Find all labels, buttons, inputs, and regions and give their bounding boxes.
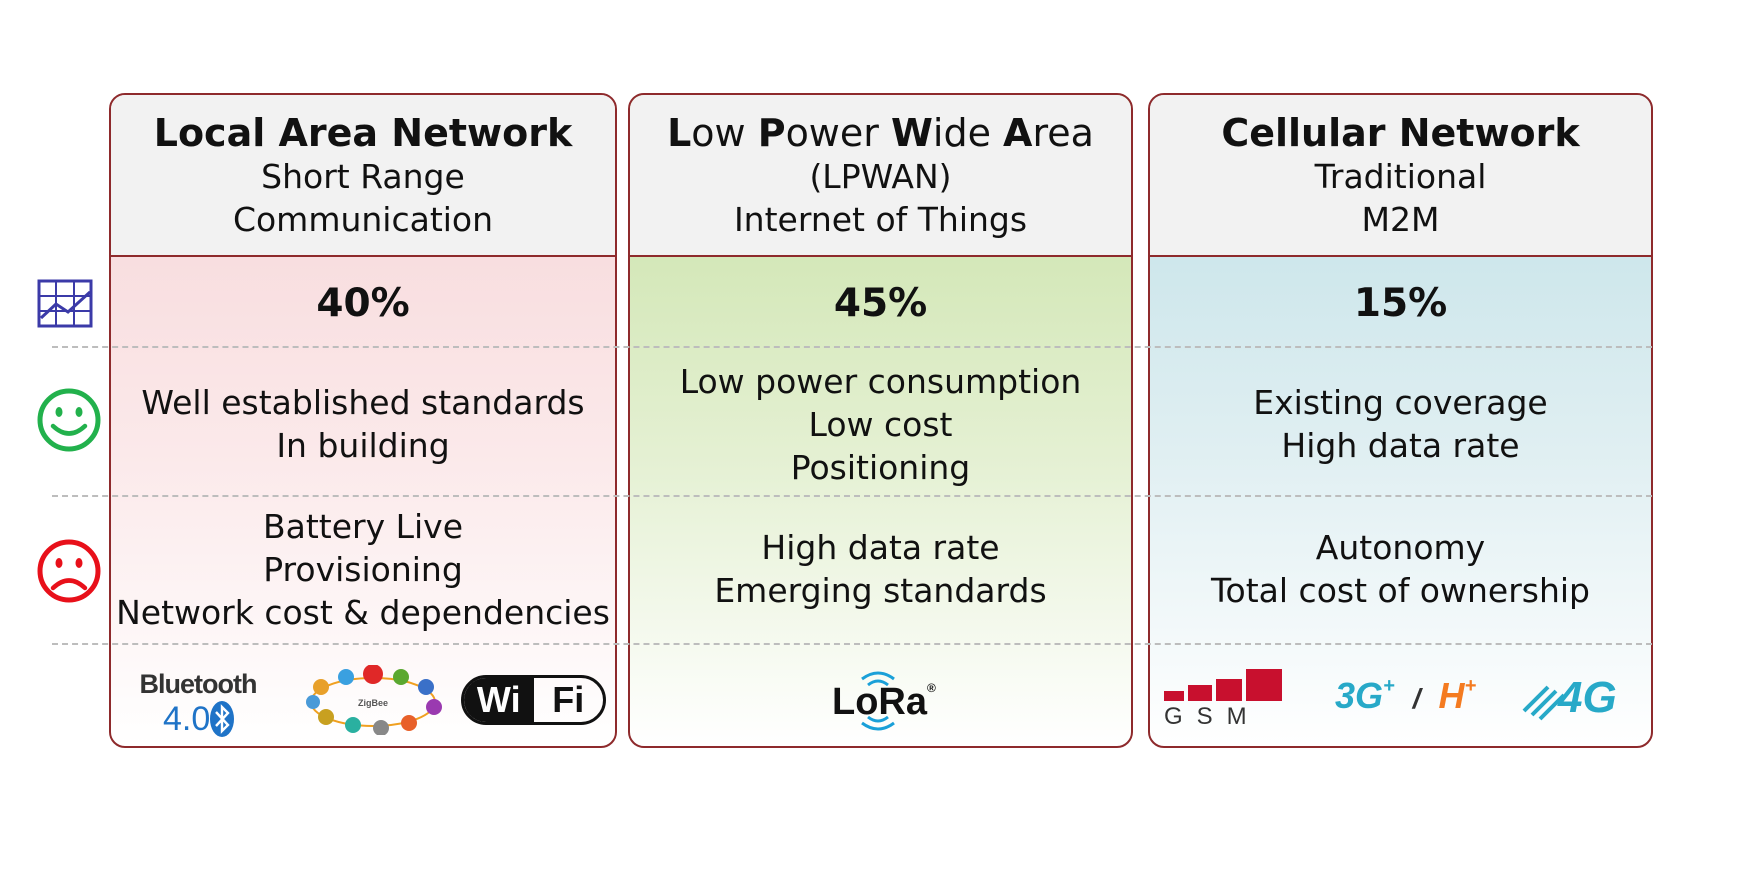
4g-logo: 4G xyxy=(1520,671,1630,727)
pros-list: Existing coverage High data rate xyxy=(1150,381,1651,467)
pros-item: Well established standards xyxy=(141,383,585,422)
bluetooth-logo: Bluetooth 4.0 xyxy=(123,669,273,738)
cons-list: High data rate Emerging standards xyxy=(630,526,1131,612)
logo-row: Bluetooth 4.0 xyxy=(111,664,615,745)
lora-wave-icon xyxy=(861,671,895,731)
bluetooth-version: 4.0 xyxy=(163,700,211,738)
panel-subtitle-line: Traditional xyxy=(1314,157,1487,196)
panel-subtitle-line: M2M xyxy=(1361,200,1440,239)
market-share-value: 45% xyxy=(833,281,928,326)
logo-row: LoRa® xyxy=(630,665,1131,745)
panel-cellular-network: Cellular Network Traditional M2M 15% Exi… xyxy=(1148,93,1653,748)
panel-title: Cellular Network xyxy=(1221,111,1580,155)
pros-item: In building xyxy=(276,426,450,465)
row-divider xyxy=(52,495,1652,497)
3g-word: 3G xyxy=(1335,675,1384,716)
h-word: H xyxy=(1438,675,1465,716)
market-share-value: 40% xyxy=(316,281,410,326)
bluetooth-rune-icon xyxy=(210,701,234,737)
zigbee-word: ZigBee xyxy=(358,698,388,708)
pros-item: Low cost xyxy=(808,405,953,444)
panel-header: Cellular Network Traditional M2M xyxy=(1150,95,1651,257)
panel-header: Local Area Network Short Range Communica… xyxy=(111,95,615,257)
bluetooth-word: Bluetooth xyxy=(139,669,258,699)
cons-item: Battery Live xyxy=(262,507,463,546)
cons-item: High data rate xyxy=(761,528,1000,567)
panel-title: Local Area Network xyxy=(153,111,573,155)
3g-h-logo: 3G+ / H+ xyxy=(1335,675,1477,716)
pros-item: High data rate xyxy=(1281,426,1520,465)
frowny-icon xyxy=(36,538,102,608)
pros-list: Well established standards In building xyxy=(111,381,615,467)
cons-list: Autonomy Total cost of ownership xyxy=(1150,526,1651,612)
lora-logo: LoRa® xyxy=(820,665,950,745)
row-divider xyxy=(52,346,1652,348)
panel-subtitle-line: Communication xyxy=(232,200,494,239)
chart-grid-icon xyxy=(36,278,96,336)
smiley-icon xyxy=(36,387,102,457)
cons-item: Emerging standards xyxy=(714,571,1047,610)
4g-speed-lines-icon xyxy=(1522,685,1566,721)
panel-subtitle-line: Internet of Things xyxy=(733,200,1028,239)
pros-item: Low power consumption xyxy=(679,362,1082,401)
pros-item: Positioning xyxy=(790,448,971,487)
cons-item: Autonomy xyxy=(1315,528,1486,567)
cons-item: Network cost & dependencies xyxy=(116,593,610,632)
wifi-logo: Wi Fi xyxy=(461,675,606,725)
panel-subtitle-line: (LPWAN) xyxy=(809,157,952,196)
panel-lpwan: Low Power Wide Area (LPWAN) Internet of … xyxy=(628,93,1133,748)
zigbee-logo: ZigBee xyxy=(301,664,446,739)
logo-row: GSM 3G+ / H+ 4G xyxy=(1150,665,1651,745)
lora-mark: ® xyxy=(927,681,936,695)
market-share-value: 15% xyxy=(1353,281,1448,326)
wifi-right: Fi xyxy=(552,679,585,720)
cons-list: Battery Live Provisioning Network cost &… xyxy=(111,505,615,634)
gsm-logo: GSM xyxy=(1162,669,1302,731)
panel-subtitle-line: Short Range xyxy=(261,157,465,196)
panel-local-area-network: Local Area Network Short Range Communica… xyxy=(109,93,617,748)
gsm-word: GSM xyxy=(1164,703,1261,730)
lora-word: LoRa xyxy=(832,681,927,723)
pros-item: Existing coverage xyxy=(1253,383,1548,422)
slash: / xyxy=(1412,683,1421,714)
cons-item: Provisioning xyxy=(263,550,463,589)
row-divider xyxy=(52,643,1652,645)
gsm-bars-icon xyxy=(1164,669,1282,701)
panel-title: Low Power Wide Area xyxy=(667,111,1094,155)
panel-header: Low Power Wide Area (LPWAN) Internet of … xyxy=(630,95,1131,257)
cons-item: Total cost of ownership xyxy=(1210,571,1590,610)
wifi-left: Wi xyxy=(464,678,534,722)
4g-word: 4G xyxy=(1558,673,1617,722)
pros-list: Low power consumption Low cost Positioni… xyxy=(630,360,1131,489)
